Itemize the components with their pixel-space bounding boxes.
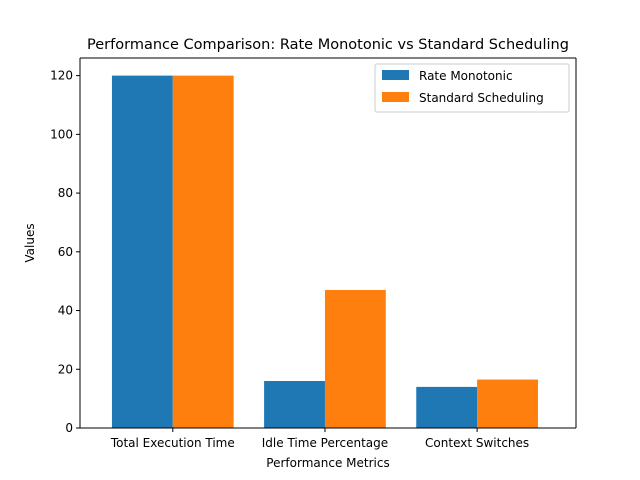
bar-rate-monotonic-total-execution-time (111, 75, 173, 428)
axes-frame (79, 57, 577, 429)
x-tick-label: Context Switches (425, 436, 529, 450)
chart-title: Performance Comparison: Rate Monotonic v… (87, 37, 569, 53)
y-tick-label: 20 (58, 362, 73, 376)
y-axis-title: Values (23, 223, 37, 262)
legend: Rate Monotonic Standard Scheduling (374, 63, 570, 113)
bar-standard-scheduling-idle-time-percentage (324, 289, 386, 428)
y-tick-label: 0 (65, 421, 73, 435)
legend-swatch-standard-scheduling (382, 92, 409, 102)
bar-standard-scheduling-context-switches (477, 379, 538, 428)
bar-standard-scheduling-total-execution-time (172, 75, 234, 428)
bars-layer (111, 75, 538, 428)
bar-rate-monotonic-context-switches (416, 386, 478, 428)
y-tick-label: 120 (50, 69, 73, 83)
y-tick-label: 40 (58, 304, 73, 318)
bar-rate-monotonic-idle-time-percentage (264, 381, 325, 428)
x-axis-title: Performance Metrics (266, 456, 389, 470)
y-tick-label: 60 (58, 245, 73, 259)
y-tick-label: 80 (58, 186, 73, 200)
legend-label-standard-scheduling: Standard Scheduling (419, 91, 544, 105)
legend-box (374, 63, 570, 113)
y-ticks: 0 20 40 60 80 100 120 (50, 69, 80, 435)
x-ticks: Total Execution Time Idle Time Percentage… (110, 428, 529, 450)
x-tick-label: Idle Time Percentage (262, 436, 388, 450)
y-tick-label: 100 (50, 127, 73, 141)
x-tick-label: Total Execution Time (110, 436, 235, 450)
legend-label-rate-monotonic: Rate Monotonic (419, 69, 513, 83)
legend-swatch-rate-monotonic (382, 70, 409, 80)
